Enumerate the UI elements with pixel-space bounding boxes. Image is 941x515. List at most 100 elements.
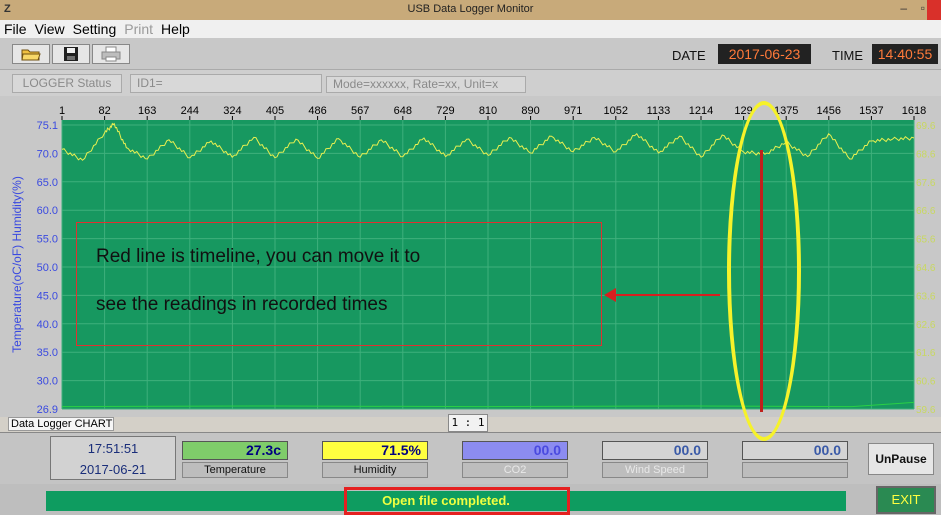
title-bar: Z USB Data Logger Monitor – ▫	[0, 0, 941, 20]
chart-caption: Data Logger CHART	[8, 417, 114, 431]
minimize-icon[interactable]: –	[900, 1, 907, 15]
y-tick-label: 65.0	[37, 177, 58, 189]
date-display: 2017-06-23	[718, 44, 811, 64]
zoom-ratio-button[interactable]: 1 : 1	[448, 414, 488, 432]
x-tick-label: 810	[479, 105, 497, 117]
reading-datetime: 17:51:51 2017-06-21	[50, 436, 176, 480]
x-tick-label: 1133	[647, 105, 671, 117]
x-tick-label: 129	[734, 105, 752, 117]
y-tick-label: 55.0	[37, 234, 58, 246]
annotation-arrow	[612, 294, 720, 296]
x-tick-label: 405	[266, 105, 284, 117]
menu-print[interactable]: Print	[124, 21, 154, 37]
right-tick-label: 65.6	[916, 235, 936, 246]
y-tick-label: 50.0	[37, 262, 58, 274]
printer-icon	[101, 46, 121, 62]
logger-status-button[interactable]: LOGGER Status	[12, 74, 122, 93]
y-tick-label: 75.1	[37, 120, 58, 132]
right-tick-label: 63.6	[916, 291, 936, 302]
reading-extra: 00.0	[742, 441, 848, 478]
right-tick-label: 67.6	[916, 178, 936, 189]
reading-humidity: 71.5% Humidity	[322, 441, 428, 478]
x-tick-label: 567	[351, 105, 369, 117]
x-tick-label: 1537	[859, 105, 883, 117]
logger-status-row: LOGGER Status ID1= Mode=xxxxxx, Rate=xx,…	[0, 70, 941, 96]
annotation-line-1: Red line is timeline, you can move it to	[96, 246, 421, 267]
x-tick-label: 1375	[774, 105, 798, 117]
extra-value: 00.0	[742, 441, 848, 460]
x-tick-label: 82	[98, 105, 110, 117]
x-tick-label: 163	[138, 105, 156, 117]
timeline-highlight-ellipse	[727, 101, 801, 441]
y-tick-label: 30.0	[37, 376, 58, 388]
x-tick-label: 729	[436, 105, 454, 117]
y-tick-label: 35.0	[37, 347, 58, 359]
time-label: TIME	[832, 48, 864, 63]
logger-mode-field: Mode=xxxxxx, Rate=xx, Unit=x	[326, 76, 526, 93]
status-message-bar: Open file completed.	[46, 491, 846, 511]
menu-help[interactable]: Help	[161, 21, 190, 37]
status-highlight-box	[344, 487, 570, 515]
right-tick-label: 59.6	[916, 405, 936, 416]
exit-button[interactable]: EXIT	[876, 486, 936, 514]
right-tick-label: 66.6	[916, 206, 936, 217]
reading-wind-speed: 00.0 Wind Speed	[602, 441, 708, 478]
y-tick-label: 60.0	[37, 205, 58, 217]
right-tick-label: 64.6	[916, 263, 936, 274]
right-tick-label: 68.6	[916, 149, 936, 160]
window-title: USB Data Logger Monitor	[407, 3, 534, 15]
open-file-button[interactable]	[12, 44, 50, 64]
x-tick-label: 324	[223, 105, 241, 117]
x-tick-label: 244	[181, 105, 199, 117]
close-icon[interactable]	[927, 0, 941, 20]
right-tick-label: 60.6	[916, 377, 936, 388]
wind-speed-label: Wind Speed	[602, 462, 708, 478]
x-tick-label: 890	[521, 105, 539, 117]
co2-label: CO2	[462, 462, 568, 478]
menu-setting[interactable]: Setting	[72, 21, 117, 37]
arrow-left-icon	[604, 288, 616, 302]
menu-view[interactable]: View	[34, 21, 65, 37]
save-button[interactable]	[52, 44, 90, 64]
humidity-value: 71.5%	[322, 441, 428, 460]
annotation-box	[76, 222, 602, 346]
reading-co2: 00.0 CO2	[462, 441, 568, 478]
x-tick-label: 1618	[902, 105, 926, 117]
status-bar: Open file completed. EXIT	[0, 484, 941, 515]
right-tick-label: 61.6	[916, 348, 936, 359]
y-tick-label: 70.0	[37, 148, 58, 160]
x-tick-label: 971	[564, 105, 582, 117]
y-tick-label: 40.0	[37, 319, 58, 331]
menu-file[interactable]: File	[4, 21, 27, 37]
unpause-button[interactable]: UnPause	[868, 443, 934, 475]
humidity-label: Humidity	[322, 462, 428, 478]
temperature-label: Temperature	[182, 462, 288, 478]
app-icon: Z	[4, 3, 11, 15]
x-tick-label: 1052	[604, 105, 628, 117]
x-tick-label: 486	[308, 105, 326, 117]
x-tick-label: 648	[394, 105, 412, 117]
y-tick-label: 45.0	[37, 290, 58, 302]
readings-panel: 17:51:51 2017-06-21 27.3c Temperature 71…	[0, 432, 941, 484]
y-tick-label: 26.9	[37, 404, 58, 416]
wind-speed-value: 00.0	[602, 441, 708, 460]
x-tick-label: 1456	[817, 105, 841, 117]
y-axis-label: Temperature(oC/oF) Humidity(%)	[10, 176, 24, 353]
folder-icon	[21, 49, 41, 61]
logger-id-field: ID1=	[130, 74, 322, 93]
toolbar: DATE 2017-06-23 TIME 14:40:55	[0, 38, 941, 70]
extra-label	[742, 462, 848, 478]
annotation-line-2: see the readings in recorded times	[96, 294, 388, 315]
print-button[interactable]	[92, 44, 130, 64]
series-line	[61, 401, 915, 408]
co2-value: 00.0	[462, 441, 568, 460]
floppy-icon	[64, 47, 78, 61]
maximize-icon[interactable]: ▫	[920, 1, 925, 15]
reading-date: 2017-06-21	[79, 462, 147, 477]
right-tick-label: 62.6	[916, 320, 936, 331]
right-tick-label: 69.6	[916, 121, 936, 132]
reading-temperature: 27.3c Temperature	[182, 441, 288, 478]
x-tick-label: 1214	[689, 105, 713, 117]
temperature-value: 27.3c	[182, 441, 288, 460]
